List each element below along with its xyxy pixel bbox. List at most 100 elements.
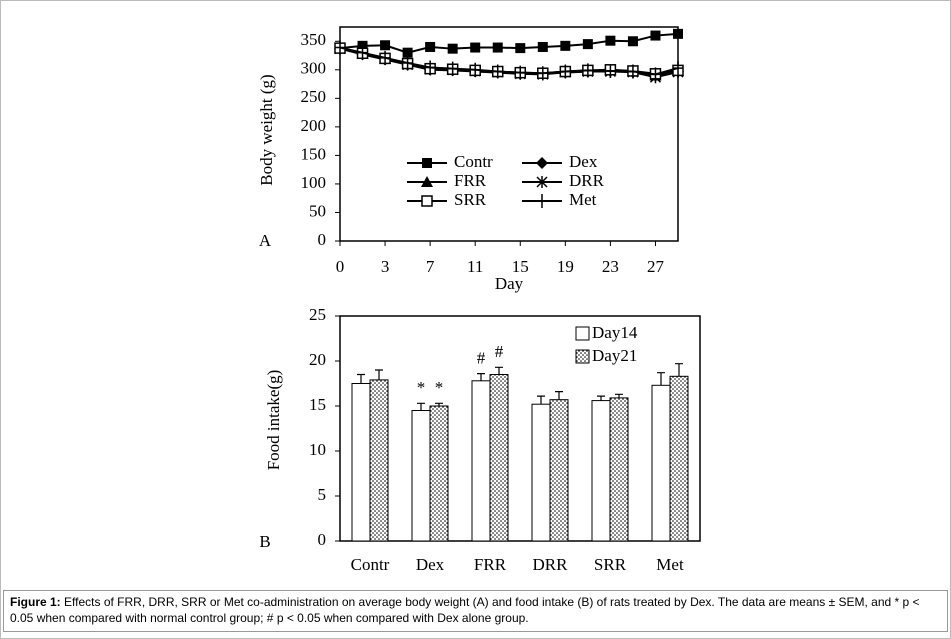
marker <box>560 40 571 51</box>
marker <box>537 194 547 208</box>
marker <box>447 43 458 54</box>
bar <box>591 400 611 542</box>
y-tick-label: 0 <box>318 530 327 549</box>
y-tick-label: 100 <box>301 173 327 192</box>
x-tick-label: DRR <box>533 555 569 574</box>
marker <box>470 62 481 77</box>
error-bar <box>537 395 545 405</box>
caption-box <box>3 590 948 632</box>
y-tick-label: 25 <box>309 305 326 324</box>
marker <box>582 63 593 78</box>
y-tick-label: 5 <box>318 485 327 504</box>
y-tick-label: 300 <box>301 59 327 78</box>
x-tick-label: 23 <box>602 257 619 276</box>
x-axis-label: Day <box>495 274 524 293</box>
error-bar <box>357 373 365 384</box>
bar <box>651 384 671 542</box>
marker <box>560 64 571 79</box>
marker <box>425 60 436 75</box>
marker <box>536 176 548 188</box>
marker <box>605 63 616 78</box>
legend-label: Day14 <box>592 323 638 342</box>
annotation: * <box>435 378 444 397</box>
marker <box>650 67 661 82</box>
error-bar <box>417 402 425 411</box>
marker <box>421 195 433 207</box>
x-tick-label: Contr <box>351 555 390 574</box>
marker <box>402 55 413 70</box>
error-bar <box>597 395 605 401</box>
annotation: # <box>495 342 504 361</box>
marker <box>380 40 391 51</box>
caption-body: Effects of FRR, DRR, SRR or Met co-admin… <box>10 595 920 625</box>
marker <box>492 64 503 79</box>
y-tick-label: 20 <box>309 350 326 369</box>
panel-label: B <box>259 532 270 551</box>
marker <box>515 43 526 54</box>
marker <box>402 47 413 58</box>
error-bar <box>477 373 485 381</box>
legend-label: Met <box>569 190 597 209</box>
bar <box>411 410 431 542</box>
marker <box>627 36 638 47</box>
error-bar <box>675 363 683 377</box>
marker <box>447 61 458 76</box>
error-bar <box>435 402 443 406</box>
marker <box>537 66 548 81</box>
bar <box>609 397 629 542</box>
x-tick-label: 0 <box>336 257 345 276</box>
error-bar <box>615 393 623 398</box>
y-axis-label: Body weight (g) <box>257 74 276 185</box>
marker <box>470 42 481 53</box>
plot-frame <box>339 26 679 242</box>
legend-swatch <box>575 326 590 341</box>
caption: Figure 1: Effects of FRR, DRR, SRR or Me… <box>10 594 942 626</box>
bar <box>549 399 569 542</box>
x-tick-label: 15 <box>512 257 529 276</box>
x-tick-label: 7 <box>426 257 435 276</box>
marker <box>537 41 548 52</box>
error-bar <box>555 391 563 400</box>
marker <box>357 45 368 60</box>
y-tick-label: 0 <box>318 230 327 249</box>
caption-text: Figure 1: Effects of FRR, DRR, SRR or Me… <box>10 594 942 626</box>
legend-label: DRR <box>569 171 605 190</box>
legend-label: FRR <box>454 171 487 190</box>
y-tick-label: 250 <box>301 87 327 106</box>
plot-frame <box>339 315 701 542</box>
x-tick-label: 27 <box>647 257 665 276</box>
marker <box>536 157 548 169</box>
y-tick-label: 200 <box>301 116 327 135</box>
y-tick-label: 15 <box>309 395 326 414</box>
legend-label: Day21 <box>592 346 637 365</box>
marker <box>425 41 436 52</box>
x-tick-label: 19 <box>557 257 574 276</box>
panel-label: A <box>259 231 272 250</box>
error-bar <box>375 369 383 380</box>
bar <box>429 405 449 542</box>
y-tick-label: 150 <box>301 144 327 163</box>
bar <box>531 403 551 542</box>
x-tick-label: 3 <box>381 257 390 276</box>
legend-label: Contr <box>454 152 493 171</box>
marker <box>422 158 432 168</box>
legend-swatch <box>575 349 590 364</box>
y-axis-label: Food intake(g) <box>264 370 283 471</box>
marker <box>673 61 683 76</box>
marker <box>421 176 433 187</box>
x-tick-label: Met <box>656 555 684 574</box>
legend-label: Dex <box>569 152 598 171</box>
annotation: * <box>417 378 426 397</box>
marker <box>492 42 503 53</box>
marker <box>673 28 683 39</box>
series-line <box>339 32 679 54</box>
x-tick-label: SRR <box>594 555 627 574</box>
series-line <box>339 46 679 76</box>
x-tick-label: FRR <box>474 555 507 574</box>
bar <box>471 380 491 542</box>
legend-label: SRR <box>454 190 487 209</box>
caption-label: Figure 1: <box>10 595 61 609</box>
error-bar <box>657 372 665 386</box>
marker <box>627 64 638 79</box>
